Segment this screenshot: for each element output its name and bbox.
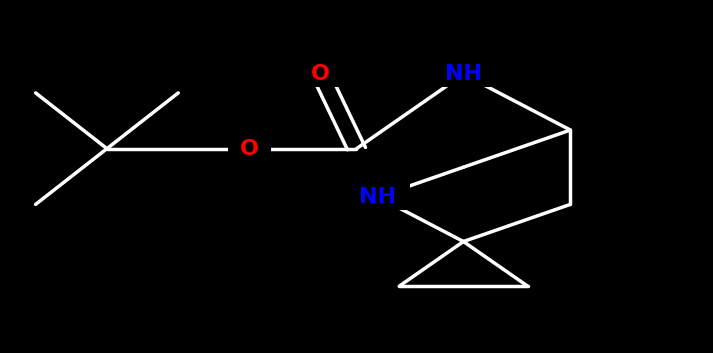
FancyBboxPatch shape (431, 61, 496, 87)
Text: O: O (240, 139, 259, 158)
Text: O: O (312, 64, 330, 84)
Text: NH: NH (359, 187, 396, 207)
FancyBboxPatch shape (299, 61, 342, 87)
FancyBboxPatch shape (228, 136, 271, 162)
Text: NH: NH (445, 64, 482, 84)
FancyBboxPatch shape (346, 184, 410, 210)
